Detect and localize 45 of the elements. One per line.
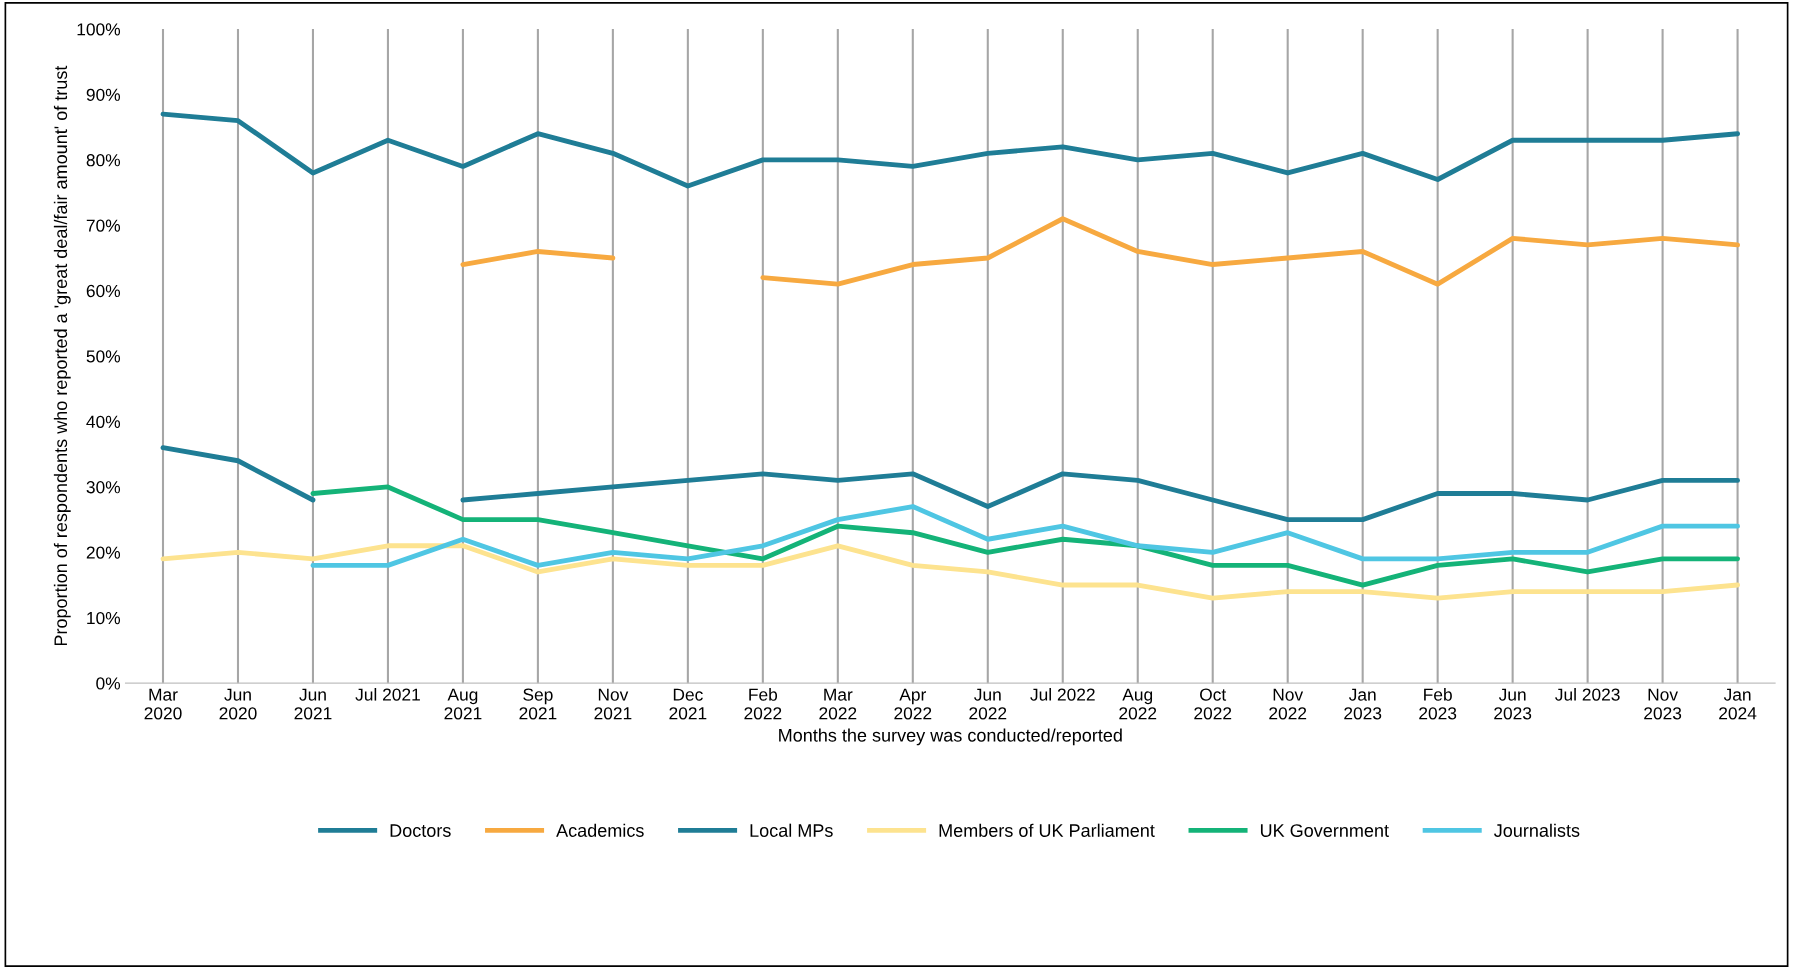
x-tick-label: Jun 2021 bbox=[294, 688, 332, 720]
x-tick-label: Jul 2022 bbox=[1030, 688, 1095, 701]
x-tick-label: Nov 2023 bbox=[1644, 688, 1682, 720]
x-tick-label: Feb 2022 bbox=[744, 688, 782, 720]
y-tick-label: 50% bbox=[86, 350, 121, 363]
x-tick-label: Mar 2022 bbox=[819, 688, 857, 720]
x-tick-label: Oct 2022 bbox=[1194, 688, 1232, 720]
y-tick-label: 40% bbox=[86, 415, 121, 428]
x-tick-label: Jun 2022 bbox=[969, 688, 1007, 720]
x-tick-label: Apr 2022 bbox=[894, 688, 932, 720]
y-tick-label: 0% bbox=[96, 677, 121, 690]
x-tick-label: Jan 2023 bbox=[1344, 688, 1382, 720]
x-tick-label: Nov 2021 bbox=[594, 688, 632, 720]
x-tick-label: Jan 2024 bbox=[1719, 688, 1757, 720]
y-tick-label: 60% bbox=[86, 284, 121, 298]
y-tick-label: 100% bbox=[77, 23, 121, 36]
legend-label: Doctors bbox=[390, 824, 451, 837]
y-axis-title: Proportion of respondents who reported a 'great deal/fair amount' of trust bbox=[53, 65, 71, 646]
x-tick-label: Jun 2020 bbox=[219, 688, 257, 720]
x-tick-label: Sep 2021 bbox=[519, 688, 557, 720]
x-tick-label: Dec 2021 bbox=[669, 688, 707, 720]
x-tick-label: Feb 2023 bbox=[1419, 688, 1457, 720]
line-series bbox=[160, 111, 1741, 189]
line-series bbox=[160, 543, 1741, 601]
x-tick-label: Aug 2021 bbox=[444, 688, 482, 720]
legend-label: Journalists bbox=[1494, 823, 1580, 837]
line-series bbox=[310, 504, 1741, 568]
x-tick-label: Nov 2022 bbox=[1269, 688, 1307, 720]
y-tick-label: 90% bbox=[86, 88, 121, 101]
y-tick-label: 70% bbox=[86, 219, 121, 232]
x-tick-label: Jun 2023 bbox=[1494, 688, 1532, 720]
x-tick-label: Aug 2022 bbox=[1119, 688, 1157, 720]
y-tick-label: 20% bbox=[86, 546, 121, 559]
x-tick-label: Mar 2020 bbox=[144, 688, 182, 720]
y-tick-label: 10% bbox=[87, 611, 121, 625]
legend-label: Local MPs bbox=[750, 823, 833, 837]
y-tick-label: 30% bbox=[86, 481, 121, 494]
x-tick-label: Jul 2023 bbox=[1555, 688, 1620, 701]
y-tick-label: 80% bbox=[86, 154, 121, 167]
legend-label: Members of UK Parliament bbox=[939, 823, 1155, 837]
legend-label: Academics bbox=[556, 823, 644, 837]
x-tick-label: Jul 2021 bbox=[355, 688, 420, 701]
line-series bbox=[310, 484, 1741, 588]
x-axis-title: Months the survey was conducted/reported bbox=[779, 728, 1122, 746]
legend-label: UK Government bbox=[1260, 824, 1389, 837]
